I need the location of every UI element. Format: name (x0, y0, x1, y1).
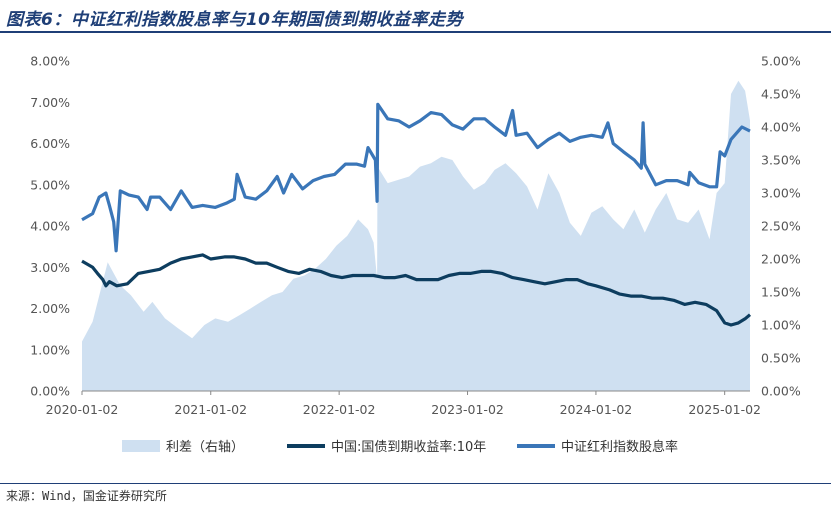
series-area-spread (82, 80, 750, 392)
x-axis-ticks: 2020-01-02 2021-01-02 2022-01-02 2023-01-02… (46, 391, 761, 417)
right-axis-tick-label: 5.00% (761, 54, 801, 69)
x-axis-tick-label: 2022-01-02 (303, 402, 376, 417)
title-divider (0, 31, 831, 33)
x-axis-tick-label: 2020-01-02 (46, 402, 119, 417)
right-axis-ticks: 0.00% 0.50% 1.00% 1.50% 2.00% 2.50% 3.00% 3.50%… (761, 54, 801, 399)
left-axis-tick-label: 8.00% (30, 54, 70, 69)
right-axis-tick-label: 2.50% (761, 219, 801, 234)
right-axis-tick-label: 1.50% (761, 285, 801, 300)
series-line-dividend-yield (81, 102, 751, 253)
legend: 利差（右轴） 中国:国债到期收益率:10年 中证红利指数股息率 (122, 439, 678, 455)
left-axis-tick-label: 2.00% (30, 301, 70, 316)
right-axis-tick-label: 1.00% (761, 318, 801, 333)
chart-title: 图表6：中证红利指数股息率与10年期国债到期收益率走势 (6, 10, 463, 30)
x-axis-tick-label: 2023-01-02 (431, 402, 504, 417)
x-axis-tick-label: 2025-01-02 (688, 402, 761, 417)
legend-label: 利差（右轴） (166, 440, 244, 455)
x-axis-tick-label: 2021-01-02 (174, 402, 247, 417)
right-axis-tick-label: 4.00% (761, 120, 801, 135)
left-axis-tick-label: 4.00% (30, 219, 70, 234)
left-axis-tick-label: 6.00% (30, 136, 70, 151)
left-axis-tick-label: 3.00% (30, 260, 70, 275)
x-axis-tick-label: 2024-01-02 (560, 402, 633, 417)
footer-divider (0, 483, 831, 484)
right-axis-tick-label: 0.50% (761, 351, 801, 366)
left-axis-tick-label: 1.00% (30, 342, 70, 357)
legend-label: 中国:国债到期收益率:10年 (331, 439, 486, 455)
legend-swatch-spread (122, 440, 160, 452)
left-axis-tick-label: 0.00% (30, 384, 70, 399)
spread-area-layer (82, 80, 750, 392)
left-axis-ticks: 0.00% 1.00% 2.00% 3.00% 4.00% 5.00% 6.00% 7.00%… (30, 54, 70, 399)
left-axis-tick-label: 7.00% (30, 95, 70, 110)
source-note: 来源：Wind，国金证券研究所 (6, 489, 167, 503)
left-axis-tick-label: 5.00% (30, 177, 70, 192)
right-axis-tick-label: 2.00% (761, 252, 801, 267)
right-axis-tick-label: 4.50% (761, 87, 801, 102)
legend-label: 中证红利指数股息率 (561, 439, 678, 455)
right-axis-tick-label: 3.00% (761, 186, 801, 201)
series-lines-layer (81, 102, 752, 327)
right-axis-tick-label: 0.00% (761, 384, 801, 399)
series-line-bond-yield (81, 253, 752, 327)
right-axis-tick-label: 3.50% (761, 153, 801, 168)
